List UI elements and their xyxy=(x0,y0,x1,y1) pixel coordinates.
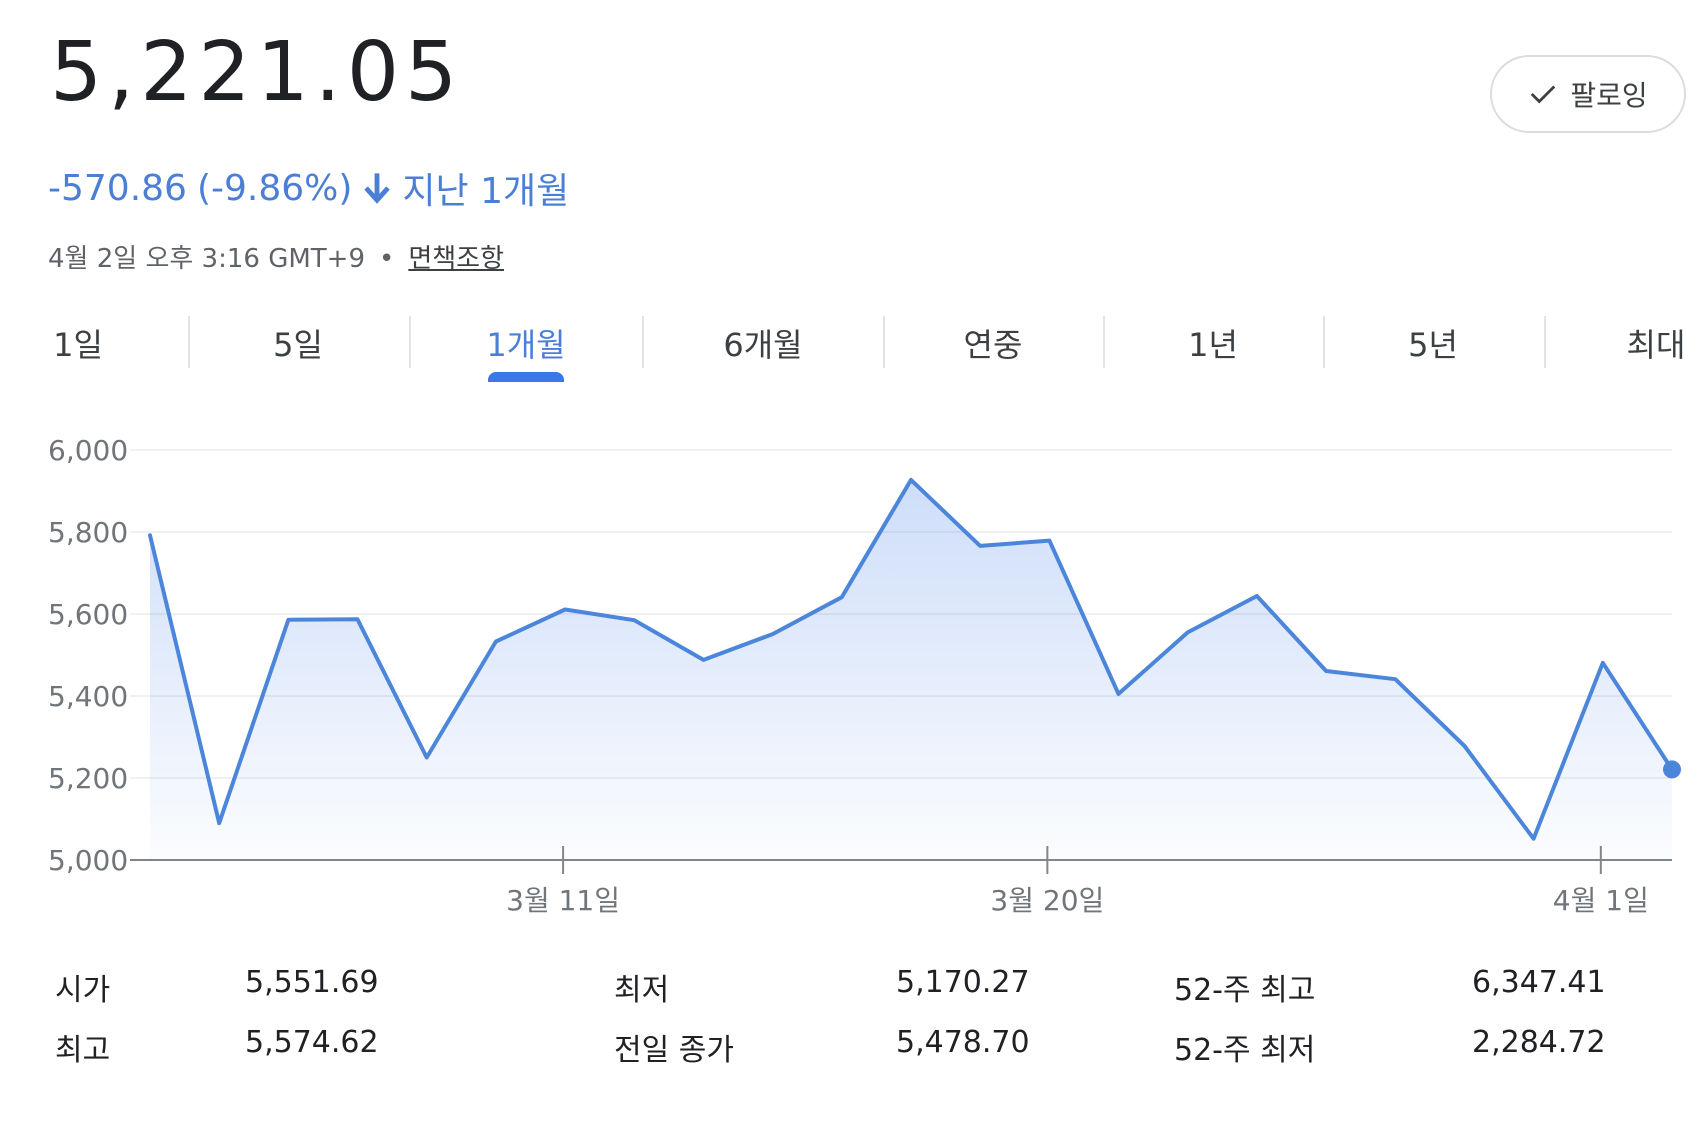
tab-divider xyxy=(1544,316,1546,368)
change-period: 지난 1개월 xyxy=(402,171,570,212)
price-chart[interactable]: 6,000 5,800 5,600 5,400 5,200 5,000 3월 11일 3월 2… xyxy=(0,420,1702,920)
tab-divider xyxy=(1323,316,1325,368)
y-tick-label: 5,600 xyxy=(48,598,128,631)
tab-divider xyxy=(188,316,190,368)
tab-divider xyxy=(642,316,644,368)
stat-label-52w-low: 52-주 최저 xyxy=(1174,1033,1316,1068)
current-price: 5,221.05 xyxy=(50,25,464,120)
price-change: -570.86 (-9.86%) 지난 1개월 xyxy=(48,162,569,214)
stat-value-low: 5,170.27 xyxy=(896,965,1030,1000)
stat-value-52w-high: 6,347.41 xyxy=(1472,965,1606,1000)
stat-label-52w-high: 52-주 최고 xyxy=(1174,973,1316,1008)
y-tick-label: 5,800 xyxy=(48,516,128,549)
tab-divider xyxy=(1103,316,1105,368)
stat-label-low: 최저 xyxy=(614,973,670,1008)
change-percent: (-9.86%) xyxy=(196,167,353,209)
x-tick-label: 3월 20일 xyxy=(990,884,1104,917)
tab-5y[interactable]: 5년 xyxy=(1408,326,1458,364)
checkmark-icon xyxy=(1531,85,1556,104)
timestamp: 4월 2일 오후 3:16 GMT+9 xyxy=(48,244,365,274)
x-tick-label: 4월 1일 xyxy=(1553,884,1649,917)
y-tick-label: 5,000 xyxy=(48,844,128,877)
stat-value-high: 5,574.62 xyxy=(245,1025,379,1060)
timestamp-row: 4월 2일 오후 3:16 GMT+9 • 면책조항 xyxy=(48,238,504,275)
follow-button[interactable]: 팔로잉 xyxy=(1490,55,1686,133)
tab-6m[interactable]: 6개월 xyxy=(723,326,803,364)
price-area xyxy=(150,479,1672,860)
tab-1d[interactable]: 1일 xyxy=(53,326,103,364)
stat-value-52w-low: 2,284.72 xyxy=(1472,1025,1606,1060)
tab-ytd[interactable]: 연중 xyxy=(963,326,1023,364)
y-tick-label: 6,000 xyxy=(48,434,128,467)
last-point-dot xyxy=(1663,760,1681,779)
range-tabs: 1일 5일 1개월 6개월 연중 1년 5년 최대 xyxy=(0,310,1702,380)
arrow-down-icon xyxy=(364,173,391,204)
stat-value-prev-close: 5,478.70 xyxy=(896,1025,1030,1060)
x-tick-label: 3월 11일 xyxy=(506,884,620,917)
stat-label-high: 최고 xyxy=(55,1033,111,1068)
tab-divider xyxy=(883,316,885,368)
disclaimer-link[interactable]: 면책조항 xyxy=(408,244,505,274)
stat-label-open: 시가 xyxy=(55,973,111,1008)
stat-value-open: 5,551.69 xyxy=(245,965,379,1000)
price-line xyxy=(148,477,1674,841)
tab-divider xyxy=(409,316,411,368)
separator-dot: • xyxy=(379,244,395,274)
stat-label-prev-close: 전일 종가 xyxy=(614,1033,734,1068)
tab-1y[interactable]: 1년 xyxy=(1188,326,1238,364)
tab-1m[interactable]: 1개월 xyxy=(486,326,566,364)
y-tick-label: 5,400 xyxy=(48,680,128,713)
y-tick-label: 5,200 xyxy=(48,762,128,795)
change-amount: -570.86 xyxy=(48,167,187,209)
active-tab-indicator xyxy=(488,372,564,382)
follow-label: 팔로잉 xyxy=(1570,79,1648,112)
tab-5d[interactable]: 5일 xyxy=(273,326,323,364)
tab-max[interactable]: 최대 xyxy=(1626,326,1686,364)
